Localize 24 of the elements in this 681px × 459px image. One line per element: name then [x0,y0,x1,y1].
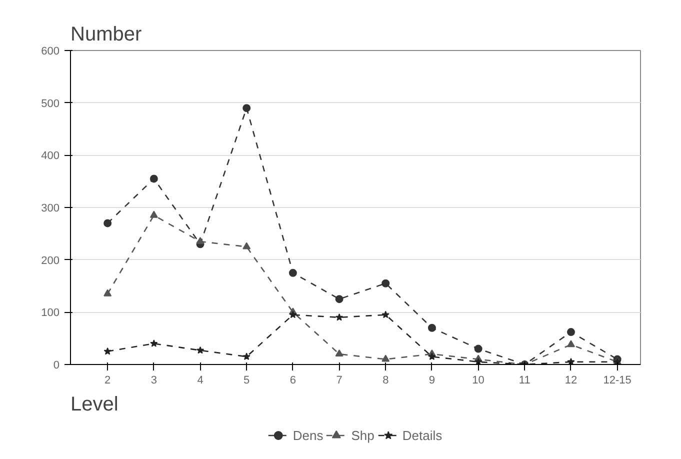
x-tick-label: 7 [336,374,342,386]
chart-title: Number [70,24,142,46]
x-tick-label: 11 [518,374,530,386]
legend-label: Dens [292,428,324,442]
legend-label: Details [402,428,442,442]
x-tick-label: 4 [197,374,204,386]
x-tick-label: 6 [290,374,296,386]
x-tick-label: 9 [428,374,436,386]
y-tick-label: 100 [41,307,60,320]
x-tick-label: 3 [150,374,157,386]
x-tick-label: 12-15 [603,374,632,386]
y-tick-label: 500 [41,98,60,110]
x-tick-label: 5 [244,374,250,386]
x-tick-label: 10 [472,374,484,386]
y-tick-label: 300 [41,202,60,214]
x-tick-label: 2 [104,374,111,386]
x-tick-label: 12 [564,374,578,386]
x-axis-title: Level [70,394,118,416]
y-tick-label: 600 [41,46,60,58]
legend-label: Shp [351,428,374,442]
x-tick-label: 8 [382,374,389,386]
y-tick-label: 400 [41,150,60,162]
y-tick-label: 200 [41,254,60,267]
y-tick-label: 0 [53,360,60,372]
